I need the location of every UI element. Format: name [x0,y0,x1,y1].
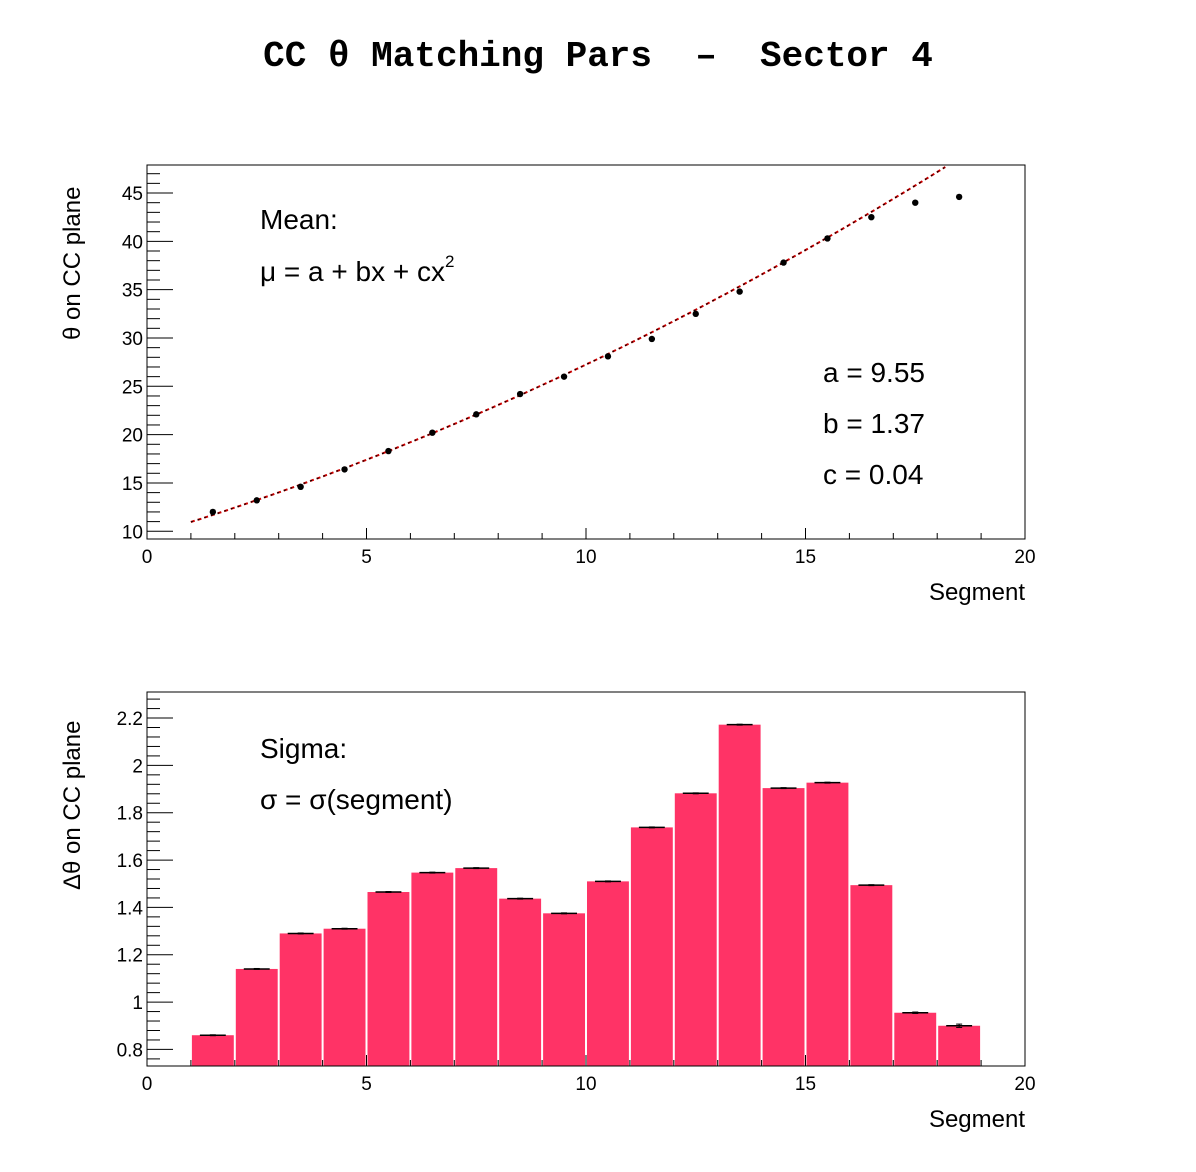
mean-data-point [736,288,743,295]
mean-data-point [209,508,217,516]
mean-data-point [824,235,831,242]
mean-data-point [604,353,612,360]
mean-data-point [780,259,787,266]
mean-heading: Mean: [260,204,338,235]
sigma-bar [674,793,717,1066]
sigma-heading: Sigma: [260,733,347,764]
mean-x-tick-label: 0 [142,547,153,568]
sigma-x-axis: 0 5 10 15 20 [142,1055,1036,1095]
mean-data-point [516,390,524,398]
sigma-bar [806,782,849,1066]
mean-formula-superscript: 2 [445,252,454,271]
sigma-bar [718,724,761,1066]
sigma-y-tick-label: 1.2 [117,946,143,967]
mean-x-tick-label: 5 [361,547,372,568]
sigma-y-tick-label: 1.6 [117,851,143,872]
mean-panel: 0 5 10 15 20 10 15 20 25 30 35 40 45 Mean: μ = a + … [59,164,1036,606]
sigma-bar [499,898,542,1066]
mean-data-point [692,310,699,318]
mean-y-tick-label: 45 [122,184,143,205]
mean-y-tick-label: 40 [122,232,143,253]
mean-data-point [429,429,436,436]
mean-y-tick-label: 25 [122,377,143,398]
sigma-y-tick-label: 1.4 [117,898,144,919]
mean-data-point [473,411,480,418]
sigma-y-tick-label: 0.8 [117,1040,143,1061]
mean-data-point [560,373,568,380]
mean-x-axis: 0 5 10 15 20 [142,528,1036,568]
sigma-bar [455,868,498,1066]
mean-data-point [385,447,392,455]
sigma-bar [367,892,410,1066]
mean-y-tick-label: 20 [122,426,143,447]
sigma-y-axis: 0.8 1 1.2 1.4 1.6 1.8 2 2.2 [117,698,173,1061]
sigma-bars [191,723,981,1066]
mean-data-point [253,497,260,504]
sigma-bar [938,1025,981,1066]
mean-data-point [341,466,348,473]
mean-data-point [868,213,875,221]
sigma-bar [323,928,366,1066]
sigma-x-tick-label: 5 [361,1074,372,1095]
sigma-y-tick-label: 2.2 [117,709,143,730]
mean-y-tick-label: 15 [122,474,143,495]
sigma-y-tick-label: 2 [132,756,143,777]
sigma-x-tick-label: 10 [575,1074,596,1095]
sigma-formula: σ = σ(segment) [260,784,453,815]
sigma-panel: 0 5 10 15 20 0.8 1 1.2 1.4 1.6 1.8 2 2.2 Sigma: σ =… [59,691,1036,1133]
sigma-y-tick-label: 1 [132,993,143,1014]
mean-y-tick-label: 35 [122,281,143,302]
mean-formula: μ = a + bx + cx2 [260,252,454,287]
mean-y-axis: 10 15 20 25 30 35 40 45 [122,173,173,543]
sigma-bar [587,881,629,1066]
mean-data-points [209,193,963,516]
mean-y-tick-label: 10 [122,522,143,543]
sigma-bar [191,1035,234,1066]
mean-data-point [912,199,919,206]
sigma-bar [630,827,673,1066]
sigma-bar [411,872,454,1066]
mean-y-axis-label: θ on CC plane [59,187,86,340]
mean-data-point [955,193,963,201]
sigma-bar [543,913,585,1066]
sigma-x-tick-label: 0 [142,1074,153,1095]
sigma-x-tick-label: 15 [795,1074,816,1095]
sigma-y-tick-label: 1.8 [117,804,143,825]
page-title: CC θ Matching Pars – Sector 4 [263,36,933,77]
mean-data-point [648,335,656,343]
sigma-y-axis-label: Δθ on CC plane [59,721,86,890]
mean-y-tick-label: 30 [122,329,143,350]
mean-x-tick-label: 10 [575,547,596,568]
fit-param-a: a = 9.55 [823,357,925,388]
fit-param-c: c = 0.04 [823,459,923,490]
sigma-bar [235,968,278,1066]
sigma-bar [762,788,805,1066]
sigma-x-tick-label: 20 [1014,1074,1035,1095]
mean-fit-curve [190,166,946,523]
mean-x-tick-label: 15 [795,547,816,568]
mean-formula-main: μ = a + bx + cx [260,256,445,287]
sigma-bar [894,1012,937,1066]
sigma-x-axis-label: Segment [929,1106,1025,1133]
sigma-bar [279,933,322,1066]
fit-param-b: b = 1.37 [823,408,925,439]
mean-x-tick-label: 20 [1014,547,1035,568]
mean-x-axis-label: Segment [929,579,1025,606]
mean-data-point [297,483,304,491]
sigma-bar [850,885,893,1066]
